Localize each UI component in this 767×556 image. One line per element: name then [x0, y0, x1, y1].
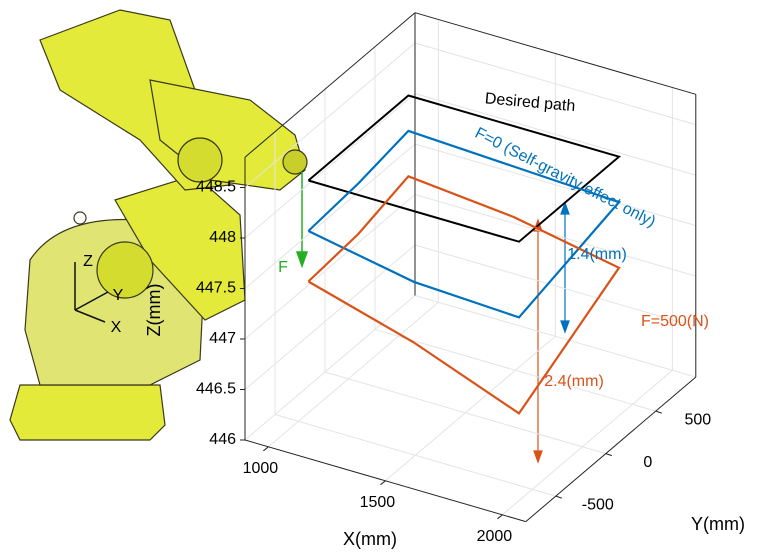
grid-line — [385, 335, 556, 482]
annotation: Desired path — [484, 90, 576, 115]
series-line — [307, 174, 621, 415]
y-tick-label: 500 — [684, 411, 711, 428]
z-tick-label: 446.5 — [196, 381, 236, 398]
axis-edge — [414, 12, 696, 95]
z-tick-label: 446 — [209, 431, 236, 448]
annotation: X — [111, 319, 122, 336]
grid-line — [414, 93, 696, 176]
x-axis-label: X(mm) — [343, 529, 397, 549]
deviation-arrows — [533, 201, 570, 464]
grid-line — [244, 93, 416, 239]
axis-edge — [525, 376, 697, 522]
grid-line — [414, 143, 696, 227]
tick — [655, 410, 662, 414]
grid-line — [414, 295, 696, 378]
axis-edge — [244, 12, 416, 158]
grid-line — [244, 194, 416, 340]
grid-line — [324, 371, 606, 455]
annotation: Y — [113, 287, 124, 304]
x-tick-label: 2000 — [477, 528, 513, 545]
y-axis-label: Y(mm) — [691, 514, 745, 534]
grid-line — [274, 414, 556, 497]
z-tick-label: 447 — [209, 330, 236, 347]
z-tick-label: 448 — [209, 229, 236, 246]
grid-line — [268, 301, 439, 448]
tick — [605, 453, 612, 457]
y-tick-label: 0 — [643, 454, 652, 471]
grid-line — [414, 244, 696, 328]
series-line — [307, 129, 621, 319]
annotation: F — [278, 259, 288, 276]
grid-line — [414, 42, 696, 126]
tick — [380, 480, 386, 486]
plot: 1000 1500 2000 -500 0 500 446 446.5 447 447.5 448 4… — [196, 12, 711, 545]
x-tick-label: 1500 — [360, 494, 396, 511]
grid-line — [374, 329, 656, 412]
x-tick-label: 1000 — [243, 460, 279, 477]
y-tick-label: -500 — [582, 496, 614, 513]
z-axis-label: Z(mm) — [144, 284, 164, 337]
tick — [497, 514, 503, 520]
annotation: Z — [83, 253, 93, 270]
annotation: 2.4(mm) — [544, 373, 604, 390]
z-tick-label: 448.5 — [196, 179, 236, 196]
annotation: 1.4(mm) — [567, 246, 627, 263]
grid-line — [244, 42, 416, 188]
z-tick-label: 447.5 — [196, 280, 236, 297]
annotation: F=500(N) — [641, 313, 709, 330]
tick — [263, 446, 269, 452]
robot — [9, 9, 308, 441]
grid-line — [244, 295, 416, 441]
tick — [555, 495, 562, 499]
grid-line — [502, 369, 673, 516]
grid-line — [244, 143, 416, 289]
series-line — [307, 94, 622, 243]
force-arrow — [295, 172, 309, 269]
grid-line — [414, 194, 696, 277]
robot-frame — [74, 262, 109, 323]
